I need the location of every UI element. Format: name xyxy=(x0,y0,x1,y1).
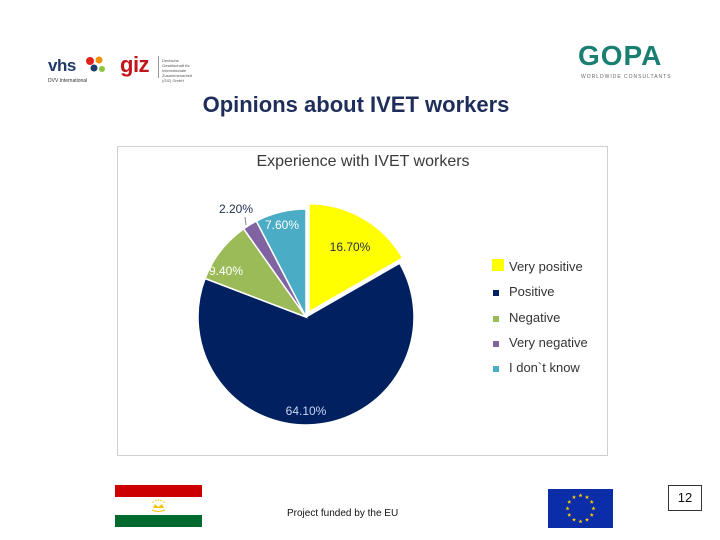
gopa-logo-text: GOPA xyxy=(578,40,663,71)
pie-slice-dont-know xyxy=(255,208,307,318)
pie-slice-positive xyxy=(197,262,415,426)
eu-flag xyxy=(548,489,613,528)
pie-chart: 16.70% 64.10% 9.40% 2.20% 7.60% xyxy=(197,202,415,426)
flag-red-stripe xyxy=(115,485,202,497)
star-icon xyxy=(584,495,590,500)
vhs-logo-subtitle: DVV International xyxy=(48,78,88,84)
vhs-logo: vhs DVV International xyxy=(48,52,110,88)
legend-swatch-very-negative xyxy=(493,340,499,347)
pie-slice-very-positive xyxy=(308,203,404,314)
funding-note: Project funded by the EU xyxy=(287,508,399,519)
legend-label: I don`t know xyxy=(509,360,580,376)
star-icon xyxy=(578,519,583,524)
crown-icon xyxy=(151,499,166,512)
legend-swatch-dont-know xyxy=(493,366,499,373)
flag-white-stripe xyxy=(115,497,202,515)
star-icon xyxy=(567,512,572,517)
legend-label: Negative xyxy=(509,309,561,325)
vhs-logo-mark xyxy=(86,56,105,72)
star-icon xyxy=(571,495,577,500)
data-label-dont-know: 7.60% xyxy=(265,218,299,232)
star-icon xyxy=(589,499,594,504)
star-icon xyxy=(565,506,570,511)
giz-logo: giz Deutsche Gesellschaft für Internatio… xyxy=(120,52,195,83)
giz-logo-subtitle: Deutsche Gesellschaft für Internationale… xyxy=(162,58,193,83)
chart-title: Experience with IVET workers xyxy=(256,153,470,170)
star-icon xyxy=(567,499,572,504)
star-icon xyxy=(584,517,590,522)
chart-frame: Experience with IVET workers 16.70% 64.10… xyxy=(117,146,608,456)
gopa-logo-subtitle: WORLDWIDE CONSULTANTS xyxy=(581,74,672,80)
data-label-positive: 64.10% xyxy=(286,404,327,418)
legend-swatch-negative xyxy=(493,315,499,322)
gopa-logo: GOPA WORLDWIDE CONSULTANTS xyxy=(578,40,673,84)
giz-logo-text: giz xyxy=(120,52,150,77)
leader-line-very-negative xyxy=(244,216,247,226)
legend-swatch-positive xyxy=(493,290,499,297)
page-number: 12 xyxy=(668,485,702,511)
giz-logo-divider xyxy=(158,56,159,78)
legend-label: Positive xyxy=(509,284,555,300)
star-icon xyxy=(571,517,577,522)
legend-swatch-very-positive xyxy=(492,259,504,271)
tajikistan-flag xyxy=(115,485,202,527)
star-icon xyxy=(591,506,596,511)
page-title: Opinions about IVET workers xyxy=(202,92,510,117)
vhs-logo-text: vhs xyxy=(48,56,76,75)
legend-label: Very positive xyxy=(509,259,583,274)
data-label-negative: 9.40% xyxy=(209,264,243,278)
data-label-very-negative: 2.20% xyxy=(219,202,253,216)
flag-green-stripe xyxy=(115,515,202,527)
data-label-very-positive: 16.70% xyxy=(330,240,371,254)
star-icon xyxy=(578,493,583,498)
star-icon xyxy=(589,512,594,517)
legend-label: Very negative xyxy=(509,334,588,350)
